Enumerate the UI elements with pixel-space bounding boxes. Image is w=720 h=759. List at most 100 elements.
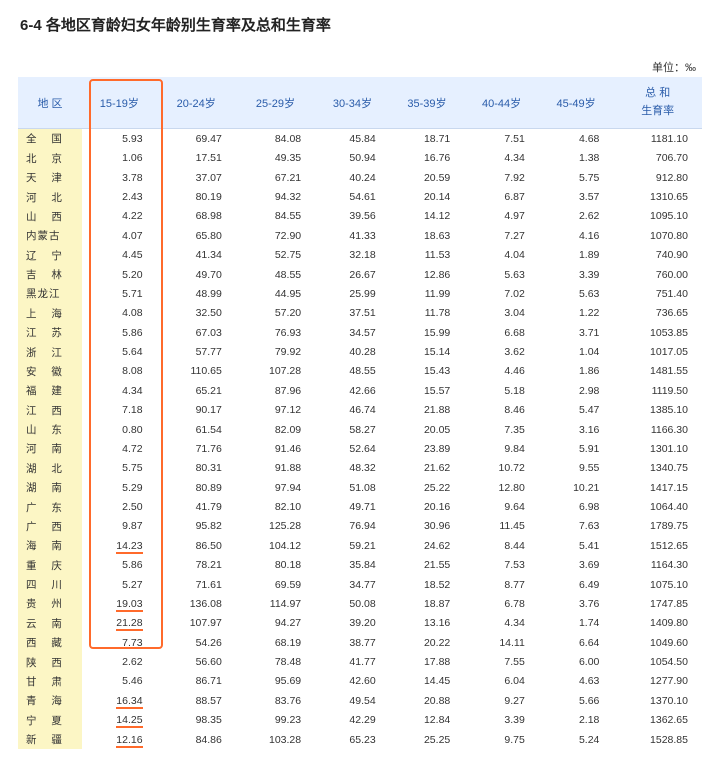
cell-region: 福 建 (18, 381, 82, 400)
cell-value: 67.21 (236, 168, 315, 187)
cell-value: 80.31 (157, 459, 236, 478)
col-tfr: 总 和生育率 (613, 77, 702, 129)
table-row: 湖 南5.2980.8997.9451.0825.2212.8010.21141… (18, 478, 702, 497)
cell-value: 57.77 (157, 342, 236, 361)
cell-value: 11.99 (390, 284, 465, 303)
cell-value: 3.76 (539, 594, 614, 613)
cell-region: 陕 西 (18, 652, 82, 671)
cell-value: 1.04 (539, 342, 614, 361)
cell-value: 12.86 (390, 265, 465, 284)
cell-value: 79.92 (236, 342, 315, 361)
cell-value: 97.94 (236, 478, 315, 497)
cell-value: 14.45 (390, 672, 465, 691)
cell-value: 5.71 (82, 284, 157, 303)
cell-value: 12.84 (390, 710, 465, 729)
cell-value: 69.47 (157, 129, 236, 149)
cell-region: 湖 南 (18, 478, 82, 497)
cell-value: 114.97 (236, 594, 315, 613)
cell-value: 50.08 (315, 594, 390, 613)
cell-value: 25.99 (315, 284, 390, 303)
cell-value: 34.77 (315, 575, 390, 594)
cell-value: 32.18 (315, 245, 390, 264)
cell-value: 41.33 (315, 226, 390, 245)
cell-value: 44.95 (236, 284, 315, 303)
cell-value: 49.71 (315, 497, 390, 516)
cell-value: 14.25 (82, 710, 157, 729)
cell-value: 48.32 (315, 459, 390, 478)
cell-value: 91.46 (236, 439, 315, 458)
table-row: 江 苏5.8667.0376.9334.5715.996.683.711053.… (18, 323, 702, 342)
cell-value: 107.97 (157, 614, 236, 633)
cell-value: 99.23 (236, 710, 315, 729)
cell-value: 1409.80 (613, 614, 702, 633)
cell-value: 80.89 (157, 478, 236, 497)
cell-value: 71.61 (157, 575, 236, 594)
cell-value: 15.43 (390, 362, 465, 381)
cell-value: 80.18 (236, 555, 315, 574)
page-title: 6-4 各地区育龄妇女年龄别生育率及总和生育率 (20, 14, 702, 35)
cell-value: 7.55 (464, 652, 539, 671)
cell-value: 760.00 (613, 265, 702, 284)
cell-value: 8.08 (82, 362, 157, 381)
table-row: 青 海16.3488.5783.7649.5420.889.275.661370… (18, 691, 702, 710)
cell-value: 18.71 (390, 129, 465, 149)
table-row: 内蒙古4.0765.8072.9041.3318.637.274.161070.… (18, 226, 702, 245)
table-row: 黑龙江5.7148.9944.9525.9911.997.025.63751.4… (18, 284, 702, 303)
cell-value: 740.90 (613, 245, 702, 264)
cell-value: 12.16 (82, 730, 157, 749)
cell-value: 1.86 (539, 362, 614, 381)
cell-value: 1747.85 (613, 594, 702, 613)
cell-value: 41.77 (315, 652, 390, 671)
cell-value: 4.68 (539, 129, 614, 149)
cell-value: 2.62 (539, 207, 614, 226)
cell-value: 25.25 (390, 730, 465, 749)
cell-value: 7.92 (464, 168, 539, 187)
cell-value: 736.65 (613, 304, 702, 323)
table-row: 四 川5.2771.6169.5934.7718.528.776.491075.… (18, 575, 702, 594)
cell-region: 广 西 (18, 517, 82, 536)
cell-value: 6.49 (539, 575, 614, 594)
cell-value: 7.27 (464, 226, 539, 245)
cell-value: 1075.10 (613, 575, 702, 594)
cell-value: 11.53 (390, 245, 465, 264)
cell-value: 58.27 (315, 420, 390, 439)
cell-value: 5.75 (82, 459, 157, 478)
cell-value: 72.90 (236, 226, 315, 245)
cell-value: 2.98 (539, 381, 614, 400)
cell-value: 37.51 (315, 304, 390, 323)
cell-value: 4.22 (82, 207, 157, 226)
cell-value: 19.03 (82, 594, 157, 613)
unit-label: 单位：‰ (18, 59, 702, 75)
cell-value: 1164.30 (613, 555, 702, 574)
cell-value: 7.02 (464, 284, 539, 303)
cell-value: 54.61 (315, 187, 390, 206)
cell-value: 18.87 (390, 594, 465, 613)
cell-region: 上 海 (18, 304, 82, 323)
cell-value: 26.67 (315, 265, 390, 284)
cell-region: 云 南 (18, 614, 82, 633)
cell-value: 15.14 (390, 342, 465, 361)
cell-value: 6.78 (464, 594, 539, 613)
cell-value: 4.34 (464, 149, 539, 168)
cell-value: 6.68 (464, 323, 539, 342)
cell-value: 5.29 (82, 478, 157, 497)
cell-value: 1277.90 (613, 672, 702, 691)
table-row: 云 南21.28107.9794.2739.2013.164.341.74140… (18, 614, 702, 633)
cell-value: 21.55 (390, 555, 465, 574)
cell-value: 94.32 (236, 187, 315, 206)
cell-value: 1789.75 (613, 517, 702, 536)
cell-value: 35.84 (315, 555, 390, 574)
cell-value: 4.34 (464, 614, 539, 633)
cell-value: 45.84 (315, 129, 390, 149)
cell-value: 0.80 (82, 420, 157, 439)
cell-value: 24.62 (390, 536, 465, 555)
cell-value: 5.20 (82, 265, 157, 284)
cell-value: 65.80 (157, 226, 236, 245)
cell-value: 69.59 (236, 575, 315, 594)
table-row: 贵 州19.03136.08114.9750.0818.876.783.7617… (18, 594, 702, 613)
cell-value: 84.55 (236, 207, 315, 226)
cell-value: 136.08 (157, 594, 236, 613)
cell-value: 3.62 (464, 342, 539, 361)
cell-value: 8.77 (464, 575, 539, 594)
cell-value: 7.53 (464, 555, 539, 574)
